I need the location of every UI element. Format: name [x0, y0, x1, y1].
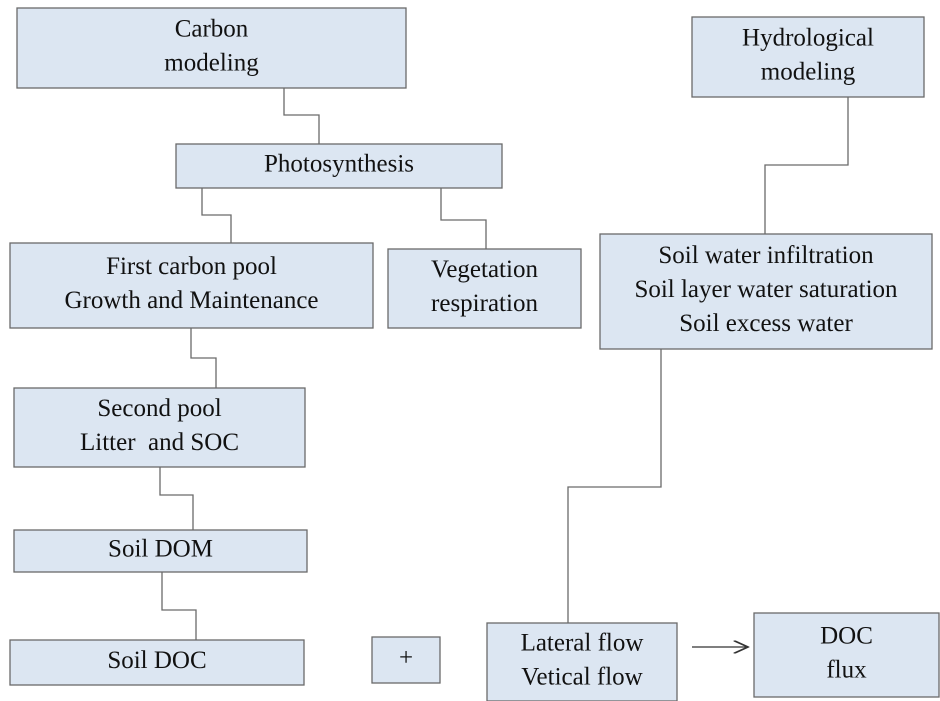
node-label: +	[399, 645, 413, 672]
node-label: Second pool	[97, 395, 221, 422]
node-box	[13, 529, 308, 573]
node: Lateral flow Vetical flow	[486, 622, 678, 701]
connector	[190, 328, 217, 388]
node-label: Carbon	[175, 16, 249, 43]
node-label: Soil excess water	[679, 310, 853, 337]
node-label: Vetical flow	[521, 664, 642, 691]
connector	[440, 188, 487, 249]
node: Vegetation respiration	[387, 248, 582, 329]
node-label: First carbon pool	[106, 253, 277, 280]
node: Soil water infiltration Soil layer water …	[599, 233, 933, 350]
node-box	[9, 242, 374, 329]
node: Soil DOM	[13, 529, 308, 573]
node-box	[691, 16, 925, 98]
node-label: Lateral flow	[521, 630, 644, 657]
node-label: Soil DOC	[107, 647, 206, 674]
node-label: DOC	[820, 623, 873, 650]
connector	[161, 572, 197, 640]
node-box	[371, 636, 441, 684]
connector	[567, 349, 662, 623]
node: First carbon pool Growth and Maintenance	[9, 242, 374, 329]
node-label: flux	[826, 657, 867, 684]
node-box	[387, 248, 582, 329]
node: DOC flux	[753, 612, 940, 698]
node-box	[486, 622, 678, 701]
node: Hydrological modeling	[691, 16, 925, 98]
node-box	[13, 387, 306, 468]
node-label: Growth and Maintenance	[64, 287, 318, 314]
node-box	[753, 612, 940, 698]
node-box	[9, 639, 305, 686]
connector	[764, 97, 849, 234]
connector	[283, 88, 320, 144]
node: Second pool Litter and SOC	[13, 387, 306, 468]
node-label: Soil water infiltration	[658, 242, 874, 269]
node-label: Soil DOM	[108, 536, 213, 563]
node-label: respiration	[431, 290, 538, 317]
connectors	[159, 88, 849, 647]
node: Carbon modeling	[16, 7, 407, 89]
node-label: Photosynthesis	[264, 151, 414, 178]
node: Soil DOC	[9, 639, 305, 686]
node: Photosynthesis	[175, 143, 503, 189]
node: +	[371, 636, 441, 684]
node-box	[16, 7, 407, 89]
node-box	[175, 143, 503, 189]
connector	[201, 188, 232, 243]
node-label: Soil layer water saturation	[634, 276, 898, 303]
node-label: modeling	[761, 59, 856, 86]
node-label: modeling	[164, 50, 259, 77]
node-label: Litter and SOC	[80, 429, 239, 456]
node-label: Vegetation	[431, 256, 538, 283]
node-box	[599, 233, 933, 350]
connector	[159, 467, 194, 530]
node-label: Hydrological	[742, 25, 874, 52]
